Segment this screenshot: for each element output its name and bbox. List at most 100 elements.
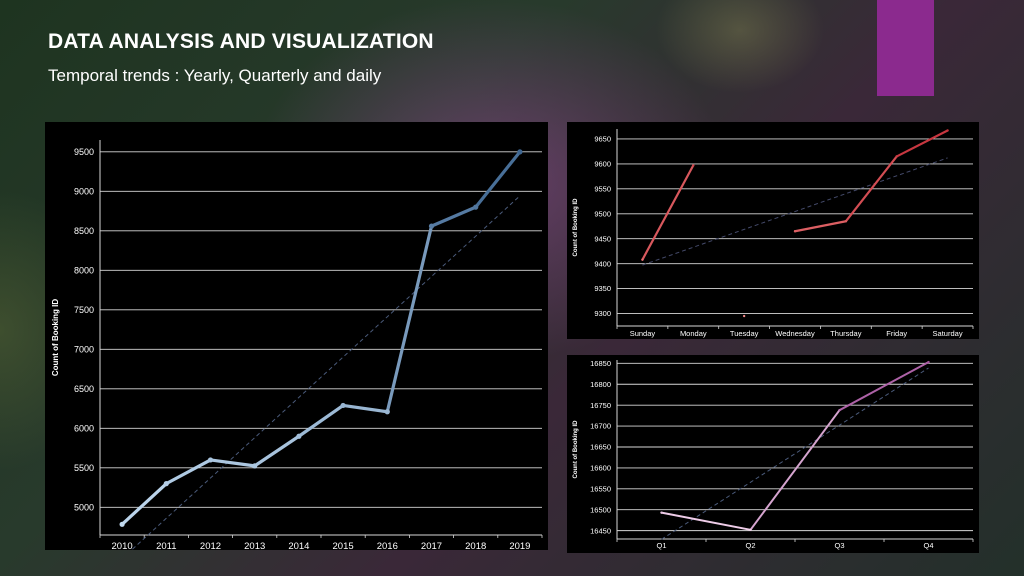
data-point [844,220,848,223]
accent-box [877,0,934,96]
x-tick-label: Saturday [933,329,963,338]
y-tick-label: 6000 [74,424,94,434]
x-tick-label: Tuesday [730,329,759,338]
data-point [473,204,479,210]
y-tick-label: 9300 [594,309,611,318]
series-line-segment [844,155,898,223]
data-point [946,129,949,132]
trendline [661,367,929,540]
x-tick-label: 2014 [288,541,309,550]
series-line-segment [793,220,847,233]
data-point [927,360,930,364]
y-tick-label: 5000 [74,503,94,513]
y-tick-label: 16550 [590,484,611,493]
data-point [742,314,746,318]
y-tick-label: 9000 [74,187,94,197]
x-tick-label: 2016 [377,541,398,550]
y-tick-label: 16650 [590,443,611,452]
data-point [428,223,435,229]
slide-title: DATA ANALYSIS AND VISUALIZATION [48,30,434,53]
y-axis-title: Count of Booking ID [51,299,60,377]
data-point [641,258,644,261]
data-point [660,511,663,514]
y-axis-title: Count of Booking ID [573,198,579,257]
series-line-segment [341,403,389,414]
x-tick-label: Friday [886,329,907,338]
y-tick-label: 16500 [590,505,611,514]
y-axis-title: Count of Booking ID [573,420,579,479]
data-point [895,155,898,158]
series-line-segment [208,458,257,468]
y-tick-label: 6500 [74,384,94,394]
x-tick-label: Q3 [834,541,844,550]
x-tick-label: 2018 [465,541,486,550]
yearly-trend-chart: 5000 5500 6000 6500 7000 7500 8000 8500 9000 9500… [45,122,548,550]
series-line-segment [660,511,752,531]
y-tick-label: 9350 [594,284,611,293]
y-tick-label: 9500 [74,147,94,157]
series-line-segment [749,409,841,531]
slide-subtitle: Temporal trends : Yearly, Quarterly and … [48,66,382,85]
x-tick-label: 2010 [112,541,133,550]
x-tick-label: Q4 [923,541,933,550]
y-tick-label: 16600 [590,464,611,473]
data-point [119,521,125,527]
y-tick-label: 9400 [594,259,611,268]
trendline [130,195,521,550]
x-tick-label: Thursday [830,329,862,338]
y-tick-label: 9650 [594,135,611,144]
series-line-segment [641,164,695,261]
series-line-segment [693,165,744,316]
data-point [838,408,841,412]
y-tick-label: 16850 [590,359,611,368]
y-tick-label: 16450 [590,526,611,535]
data-point [384,409,390,415]
quarterly-trend-chart: 16450 16500 16550 16600 16650 16700 16750 16800… [567,355,979,553]
y-tick-label: 9450 [594,234,611,243]
data-point [252,463,258,469]
x-tick-label: 2013 [244,541,265,550]
data-point [340,402,346,409]
x-tick-label: Monday [680,329,707,338]
x-tick-label: Wednesday [775,329,815,338]
y-tick-label: 8000 [74,266,94,276]
data-point [749,528,752,531]
data-point [207,457,214,463]
x-tick-label: Q2 [745,541,755,550]
series-line-segment [385,224,434,414]
x-tick-label: Sunday [630,329,656,338]
data-point [692,164,695,167]
data-point [296,433,302,439]
x-tick-label: 2019 [509,541,530,550]
daily-trend-chart: 9300 9350 9400 9450 9500 9550 9600 9650 Sunday Mo… [567,122,979,339]
yearly-chart-svg: 5000 5500 6000 6500 7000 7500 8000 8500 9000 9500… [51,140,543,550]
y-tick-label: 5500 [74,463,94,473]
y-tick-label: 16750 [590,401,611,410]
x-tick-label: 2017 [421,541,442,550]
data-point [517,149,523,155]
y-tick-label: 9600 [594,160,611,169]
x-tick-label: 2015 [333,541,354,550]
series-line-segment [297,403,345,438]
series-line-segment [164,458,213,486]
y-tick-label: 16800 [590,380,611,389]
y-tick-label: 8500 [74,226,94,236]
y-tick-label: 9500 [594,209,611,218]
trendline [642,157,948,266]
series-line-segment [744,231,795,316]
data-point [163,481,169,487]
series-line-segment [253,434,301,468]
y-tick-label: 9550 [594,184,611,193]
x-tick-label: 2011 [156,541,176,550]
series-line-segment [429,205,478,228]
y-tick-label: 7500 [74,305,94,315]
y-tick-label: 7000 [74,345,94,355]
x-tick-label: Q1 [656,541,666,550]
x-tick-label: 2012 [200,541,221,550]
series-line-segment [474,150,522,209]
series-line-segment [895,129,949,158]
daily-chart-svg: 9300 9350 9400 9450 9500 9550 9600 9650 Sunday Mo… [573,129,974,338]
data-point [793,230,797,233]
y-tick-label: 16700 [590,422,611,431]
quarterly-chart-svg: 16450 16500 16550 16600 16650 16700 16750 16800… [573,359,974,550]
